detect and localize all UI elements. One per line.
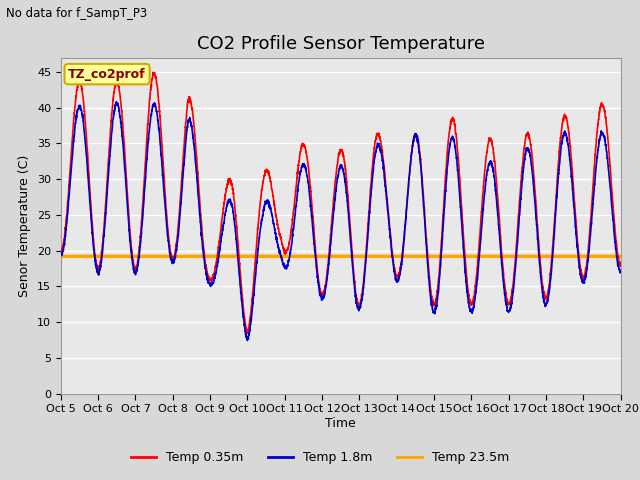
Temp 0.35m — [121, 149, 129, 155]
Temp 1.8m — [113, 99, 120, 105]
Temp 1.8m — [546, 284, 554, 290]
Temp 1.8m — [57, 250, 65, 255]
Temp 1.8m — [243, 337, 251, 343]
Temp 0.35m — [149, 70, 157, 75]
Temp 0.35m — [57, 246, 65, 252]
Y-axis label: Senor Temperature (C): Senor Temperature (C) — [19, 155, 31, 297]
X-axis label: Time: Time — [325, 417, 356, 430]
Temp 0.35m — [617, 262, 625, 268]
Temp 0.35m — [546, 276, 554, 282]
Temp 23.5m — [617, 253, 625, 259]
Temp 1.8m — [154, 119, 162, 124]
Temp 0.35m — [606, 163, 614, 168]
Temp 0.35m — [154, 93, 162, 98]
Line: Temp 0.35m: Temp 0.35m — [61, 72, 621, 334]
Temp 23.5m — [606, 253, 614, 259]
Title: CO2 Profile Sensor Temperature: CO2 Profile Sensor Temperature — [197, 35, 485, 53]
Temp 0.35m — [243, 331, 251, 336]
Temp 1.8m — [617, 269, 625, 275]
Temp 1.8m — [606, 185, 614, 191]
Temp 23.5m — [154, 253, 162, 259]
Temp 1.8m — [296, 171, 304, 177]
Line: Temp 1.8m: Temp 1.8m — [61, 102, 621, 340]
Legend: Temp 0.35m, Temp 1.8m, Temp 23.5m: Temp 0.35m, Temp 1.8m, Temp 23.5m — [125, 446, 515, 469]
Temp 1.8m — [121, 168, 129, 173]
Temp 23.5m — [272, 253, 280, 259]
Temp 23.5m — [57, 253, 65, 259]
Temp 1.8m — [272, 235, 280, 241]
Temp 23.5m — [121, 253, 129, 259]
Temp 23.5m — [296, 253, 303, 259]
Text: TZ_co2prof: TZ_co2prof — [68, 68, 146, 81]
Text: No data for f_SampT_P3: No data for f_SampT_P3 — [6, 7, 148, 20]
Temp 0.35m — [272, 212, 280, 218]
Temp 0.35m — [296, 149, 304, 155]
Temp 23.5m — [546, 253, 554, 259]
